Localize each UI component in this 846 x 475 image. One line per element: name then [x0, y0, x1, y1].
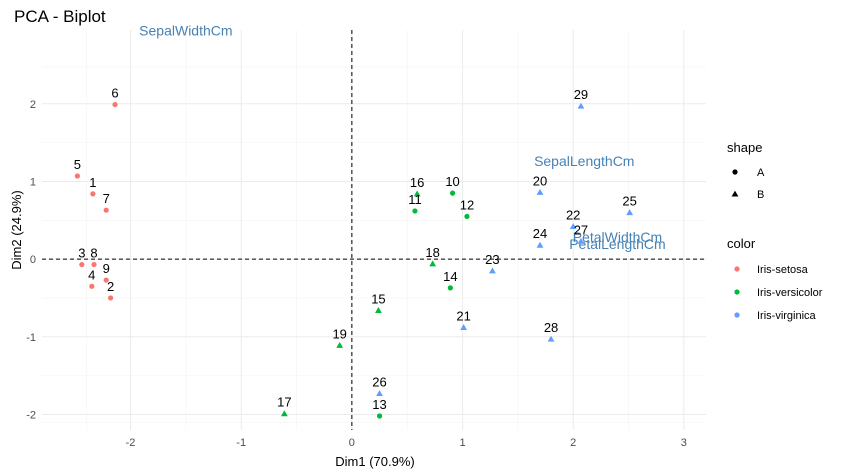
data-point	[280, 410, 288, 417]
y-axis-title: Dim2 (24.9%)	[9, 190, 24, 269]
x-tick-label: -2	[126, 437, 136, 449]
y-tick-label: 1	[30, 176, 36, 188]
point-label: 21	[456, 308, 470, 323]
point-label: 14	[443, 269, 457, 284]
data-point	[460, 324, 468, 331]
data-point	[569, 223, 577, 230]
data-point	[412, 208, 418, 214]
data-point	[376, 413, 383, 419]
data-point	[536, 188, 544, 195]
point-label: 9	[103, 261, 110, 276]
point-label: 20	[533, 173, 547, 188]
legend-color-title: color	[727, 236, 756, 251]
data-point	[626, 209, 634, 216]
variable-labels: SepalWidthCm SepalLengthCm PetalWidthCmPet…	[139, 22, 666, 252]
y-tick-label: 0	[30, 254, 36, 266]
point-label: 12	[460, 197, 474, 212]
data-point	[449, 190, 456, 196]
legend-shape-label: B	[757, 189, 764, 201]
point-label: 15	[371, 291, 385, 306]
x-tick-label: 3	[681, 437, 687, 449]
variable-label: PetalWidthCm	[573, 229, 662, 245]
reference-lines	[42, 30, 706, 430]
data-point	[547, 335, 555, 342]
data-points	[74, 101, 634, 419]
legend-color-key	[734, 312, 740, 318]
point-label: 1	[89, 175, 96, 190]
legend-shape-title: shape	[727, 140, 762, 155]
x-axis-title: Dim1 (70.9%)	[335, 454, 414, 469]
point-label: 11	[408, 192, 422, 207]
point-label: 17	[277, 395, 291, 410]
y-tick-label: 2	[30, 99, 36, 111]
data-point	[79, 261, 85, 268]
point-label: 27	[574, 222, 588, 237]
point-label: 7	[103, 191, 110, 206]
variable-label: SepalWidthCm	[139, 22, 232, 38]
data-point	[577, 237, 585, 244]
point-label: 10	[445, 174, 459, 189]
data-point	[577, 102, 585, 109]
data-point	[112, 101, 118, 108]
variable-label: PetalLengthCm	[569, 236, 666, 252]
data-point	[489, 267, 496, 274]
y-tick-label: -1	[26, 332, 36, 344]
legend-color-label: Iris-versicolor	[757, 287, 823, 299]
data-point	[90, 191, 96, 197]
legend-shape-key	[732, 169, 738, 175]
x-tick-label: -1	[236, 437, 246, 449]
point-label: 6	[111, 86, 118, 101]
legend-color-label: Iris-setosa	[757, 264, 809, 276]
point-label: 2	[107, 279, 114, 294]
data-point	[375, 306, 382, 313]
point-label: 19	[332, 326, 346, 341]
data-point	[413, 190, 421, 197]
variable-label: SepalLengthCm	[534, 153, 634, 169]
legend-color-key	[734, 289, 740, 295]
point-label: 25	[622, 194, 636, 209]
point-label: 29	[574, 87, 588, 102]
chart-title: PCA - Biplot	[14, 7, 106, 26]
data-point	[336, 341, 344, 348]
data-point	[536, 241, 544, 248]
legend-color-key	[734, 266, 740, 272]
legend-color-label: Iris-virginica	[757, 310, 817, 322]
data-point	[447, 285, 453, 291]
point-label: 4	[88, 267, 95, 282]
data-point	[89, 283, 95, 289]
x-tick-label: 0	[349, 437, 355, 449]
x-tick-label: 2	[570, 437, 576, 449]
point-label: 23	[485, 252, 499, 267]
legend-shape-label: A	[757, 167, 765, 179]
point-label: 5	[74, 157, 81, 172]
point-label: 3	[78, 246, 85, 261]
point-label: 22	[566, 208, 580, 223]
x-tick-label: 1	[459, 437, 465, 449]
point-label: 24	[533, 226, 547, 241]
data-point	[108, 295, 114, 301]
data-point	[103, 277, 109, 283]
point-label: 28	[544, 320, 558, 335]
data-point	[464, 213, 470, 220]
y-tick-label: -2	[26, 409, 36, 421]
data-point	[91, 261, 97, 268]
grid	[42, 30, 706, 430]
data-point	[103, 207, 109, 213]
data-point	[74, 173, 81, 179]
point-label: 8	[90, 246, 97, 261]
point-label: 16	[410, 175, 424, 190]
data-point	[429, 260, 437, 267]
legend-shape-key	[731, 190, 739, 197]
point-label: 13	[372, 397, 386, 412]
point-label: 18	[425, 245, 439, 260]
point-label: 26	[372, 374, 386, 389]
data-point	[376, 390, 383, 397]
